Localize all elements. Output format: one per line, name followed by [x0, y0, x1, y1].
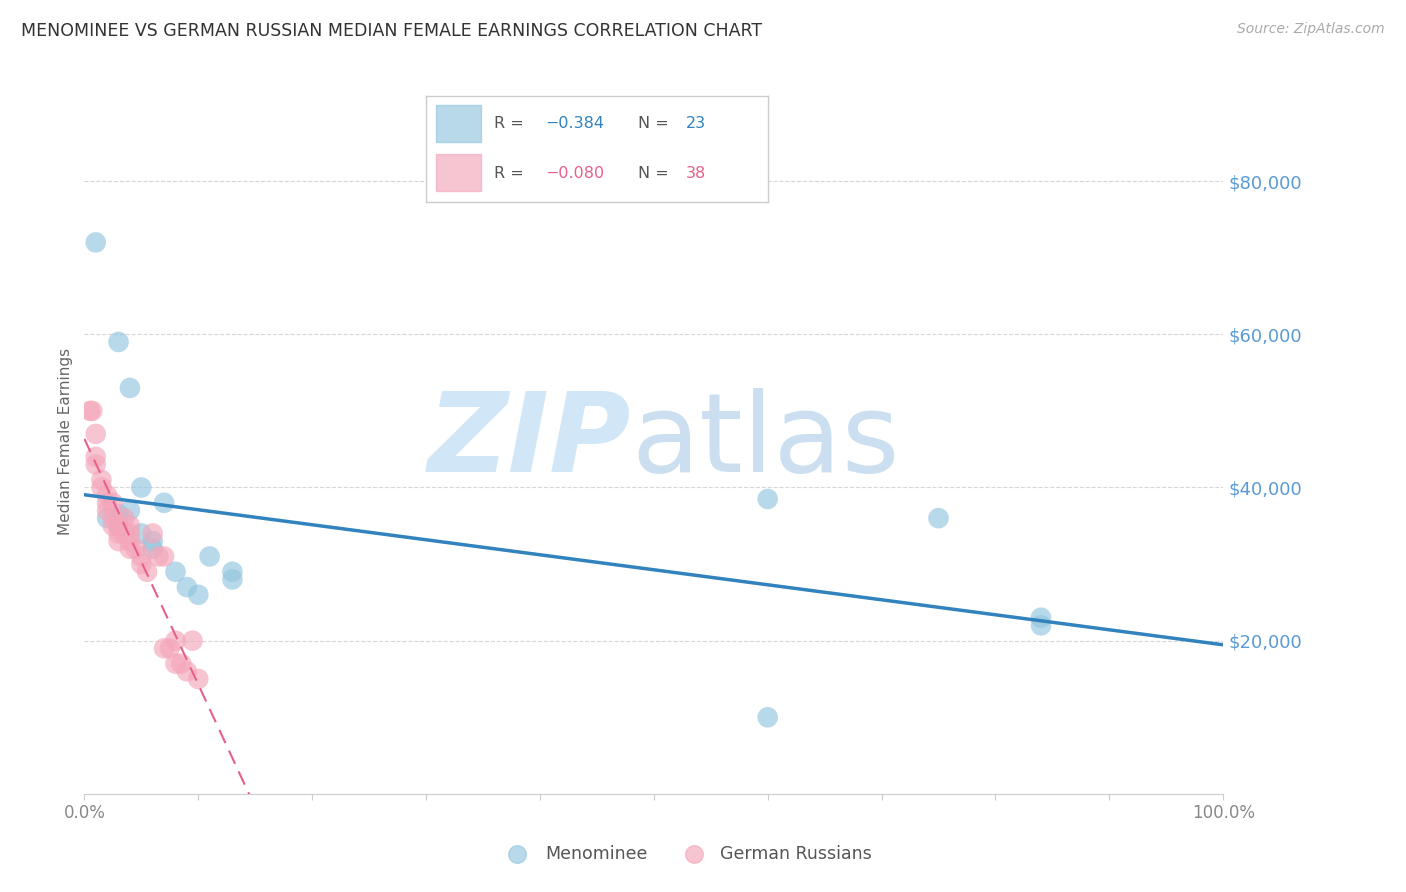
Point: [84, 458, 107, 472]
Point: [101, 518, 124, 533]
Point: [136, 565, 159, 579]
Point: [142, 541, 165, 556]
Point: [82, 404, 104, 418]
Point: [90, 481, 112, 495]
Point: [181, 633, 204, 648]
Point: [107, 518, 129, 533]
Point: [107, 508, 129, 522]
Point: [107, 518, 129, 533]
Point: [142, 534, 165, 549]
Point: [131, 549, 153, 564]
Point: [90, 473, 112, 487]
Point: [165, 657, 187, 671]
Point: [928, 511, 950, 525]
Point: [118, 503, 141, 517]
Point: [187, 672, 209, 686]
Point: [221, 573, 243, 587]
Point: [148, 549, 170, 564]
Point: [1029, 618, 1052, 632]
Point: [107, 334, 129, 349]
Point: [170, 657, 193, 671]
Point: [187, 588, 209, 602]
Text: German Russians: German Russians: [720, 845, 872, 863]
Point: [506, 787, 529, 801]
Point: [112, 526, 135, 541]
Point: [124, 541, 146, 556]
Point: [176, 580, 198, 594]
Point: [101, 496, 124, 510]
Point: [153, 496, 176, 510]
Point: [107, 518, 129, 533]
Y-axis label: Median Female Earnings: Median Female Earnings: [58, 348, 73, 535]
Point: [756, 491, 779, 506]
Point: [131, 526, 153, 541]
Point: [96, 511, 118, 525]
Point: [118, 381, 141, 395]
Text: ZIP: ZIP: [427, 388, 631, 495]
Point: [118, 526, 141, 541]
Point: [682, 787, 704, 801]
Point: [84, 426, 107, 441]
Text: MENOMINEE VS GERMAN RUSSIAN MEDIAN FEMALE EARNINGS CORRELATION CHART: MENOMINEE VS GERMAN RUSSIAN MEDIAN FEMAL…: [21, 22, 762, 40]
Point: [96, 496, 118, 510]
Text: Source: ZipAtlas.com: Source: ZipAtlas.com: [1237, 22, 1385, 37]
Point: [153, 641, 176, 656]
Point: [165, 565, 187, 579]
Point: [118, 534, 141, 549]
Point: [118, 518, 141, 533]
Point: [79, 404, 101, 418]
Point: [153, 549, 176, 564]
Point: [118, 541, 141, 556]
Point: [198, 549, 221, 564]
Point: [1029, 610, 1052, 624]
Point: [165, 633, 187, 648]
Point: [96, 488, 118, 502]
Text: Menominee: Menominee: [546, 845, 648, 863]
Point: [159, 641, 181, 656]
Point: [96, 503, 118, 517]
Point: [101, 511, 124, 525]
Point: [131, 481, 153, 495]
Point: [142, 526, 165, 541]
Point: [756, 710, 779, 724]
Point: [131, 557, 153, 571]
Point: [84, 235, 107, 250]
Point: [112, 511, 135, 525]
Point: [107, 526, 129, 541]
Text: atlas: atlas: [631, 388, 900, 495]
Point: [84, 450, 107, 464]
Point: [107, 534, 129, 549]
Point: [176, 665, 198, 679]
Point: [221, 565, 243, 579]
